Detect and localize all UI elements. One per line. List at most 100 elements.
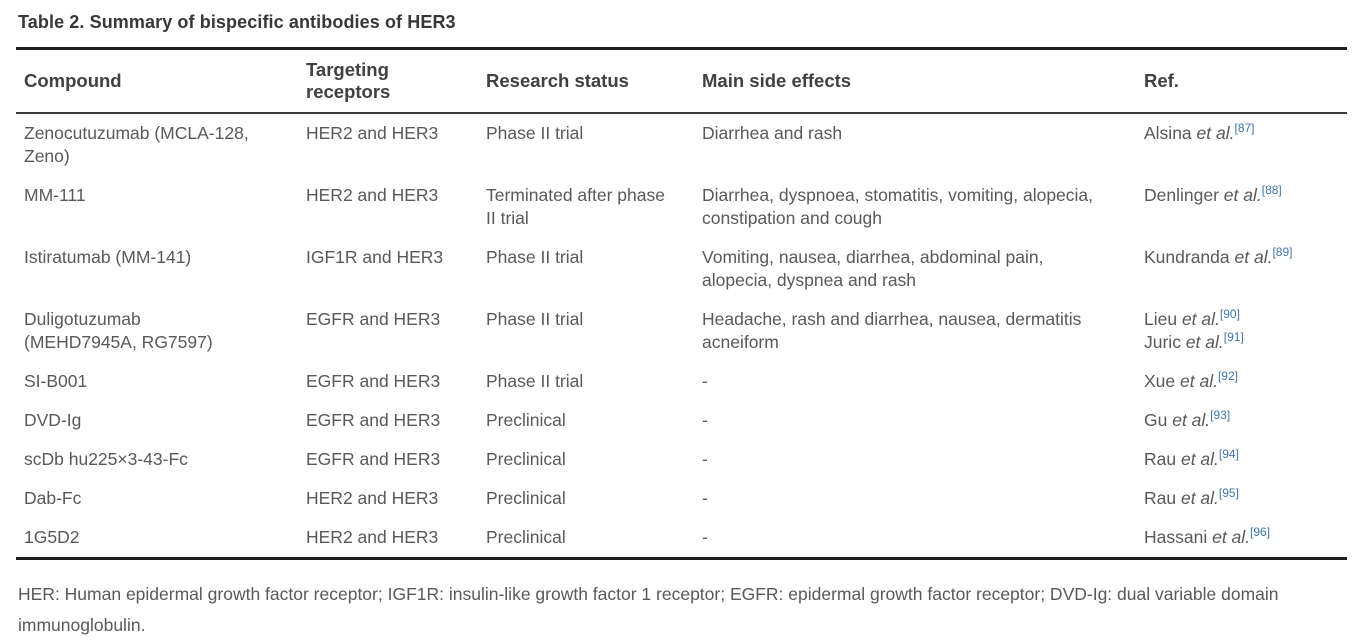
table-row: Duligotuzumab (MEHD7945A, RG7597) EGFR an… bbox=[16, 300, 1347, 362]
ref-author: Gu bbox=[1144, 410, 1173, 430]
cell-main-side-effects: Headache, rash and diarrhea, nausea, der… bbox=[702, 309, 1082, 352]
cell-main-side-effects: - bbox=[702, 410, 708, 430]
reference: Alsina et al.[87] bbox=[1144, 122, 1343, 145]
reference: Denlinger et al.[88] bbox=[1144, 184, 1343, 207]
cell-ref: Gu et al.[93] bbox=[1144, 401, 1347, 440]
cell-targeting-receptors: EGFR and HER3 bbox=[306, 371, 441, 391]
citation-link[interactable]: [94] bbox=[1218, 447, 1239, 462]
cell-research-status: Terminated after phase II trial bbox=[486, 185, 665, 228]
ref-author: Juric bbox=[1144, 332, 1186, 352]
col-header-main-side-effects: Main side effects bbox=[702, 48, 1144, 114]
citation-link[interactable]: [91] bbox=[1223, 330, 1244, 345]
cell-ref: Kundranda et al.[89] bbox=[1144, 238, 1347, 300]
ref-author: Hassani bbox=[1144, 527, 1213, 547]
cell-targeting-receptors: HER2 and HER3 bbox=[306, 123, 439, 143]
reference: Gu et al.[93] bbox=[1144, 409, 1343, 432]
cell-targeting-receptors: HER2 and HER3 bbox=[306, 185, 439, 205]
cell-research-status: Preclinical bbox=[486, 527, 566, 547]
header-row: Compound Targeting receptors Research st… bbox=[16, 48, 1347, 114]
reference: Juric et al.[91] bbox=[1144, 331, 1343, 354]
col-header-research-status: Research status bbox=[486, 48, 702, 114]
citation-link[interactable]: [88] bbox=[1261, 183, 1282, 198]
cell-compound: MM-111 bbox=[24, 185, 86, 205]
cell-research-status: Preclinical bbox=[486, 449, 566, 469]
cell-compound: Istiratumab (MM-141) bbox=[24, 247, 192, 267]
ref-etal: et al. bbox=[1185, 332, 1224, 352]
ref-etal: et al. bbox=[1180, 371, 1218, 391]
cell-compound: scDb hu225×3-43-Fc bbox=[24, 449, 188, 469]
reference: Rau et al.[95] bbox=[1144, 487, 1343, 510]
cell-main-side-effects: - bbox=[702, 371, 708, 391]
cell-main-side-effects: Vomiting, nausea, diarrhea, abdominal pa… bbox=[702, 247, 1044, 290]
citation-link[interactable]: [90] bbox=[1219, 307, 1240, 322]
reference: Lieu et al.[90] bbox=[1144, 308, 1343, 331]
cell-ref: Denlinger et al.[88] bbox=[1144, 176, 1347, 238]
cell-research-status: Phase II trial bbox=[486, 309, 584, 329]
cell-compound: DVD-Ig bbox=[24, 410, 82, 430]
table-row: MM-111 HER2 and HER3 Terminated after phas… bbox=[16, 176, 1347, 238]
cell-targeting-receptors: EGFR and HER3 bbox=[306, 449, 441, 469]
citation-link[interactable]: [87] bbox=[1234, 121, 1255, 136]
citation-link[interactable]: [93] bbox=[1210, 408, 1231, 423]
ref-etal: et al. bbox=[1181, 309, 1220, 329]
col-header-ref: Ref. bbox=[1144, 48, 1347, 114]
cell-targeting-receptors: HER2 and HER3 bbox=[306, 527, 439, 547]
table-row: 1G5D2 HER2 and HER3 Preclinical - Hassani et… bbox=[16, 518, 1347, 559]
cell-ref: Rau et al.[95] bbox=[1144, 479, 1347, 518]
citation-link[interactable]: [95] bbox=[1218, 486, 1239, 501]
cell-research-status: Preclinical bbox=[486, 488, 566, 508]
ref-author: Rau bbox=[1144, 449, 1181, 469]
cell-ref: Rau et al.[94] bbox=[1144, 440, 1347, 479]
cell-compound: 1G5D2 bbox=[24, 527, 80, 547]
table-row: Istiratumab (MM-141) IGF1R and HER3 Phase … bbox=[16, 238, 1347, 300]
cell-main-side-effects: Diarrhea, dyspnoea, stomatitis, vomiting… bbox=[702, 185, 1094, 228]
ref-etal: et al. bbox=[1223, 185, 1262, 205]
ref-author: Xue bbox=[1144, 371, 1180, 391]
cell-research-status: Phase II trial bbox=[486, 371, 584, 391]
cell-main-side-effects: - bbox=[702, 488, 708, 508]
col-header-targeting-receptors: Targeting receptors bbox=[306, 48, 486, 114]
cell-research-status: Phase II trial bbox=[486, 247, 584, 267]
cell-main-side-effects: - bbox=[702, 527, 708, 547]
col-header-compound: Compound bbox=[16, 48, 306, 114]
cell-compound: Duligotuzumab (MEHD7945A, RG7597) bbox=[24, 309, 213, 352]
ref-author: Rau bbox=[1144, 488, 1181, 508]
cell-main-side-effects: Diarrhea and rash bbox=[702, 123, 843, 143]
ref-author: Lieu bbox=[1144, 309, 1182, 329]
table-row: Zenocutuzumab (MCLA-128, Zeno) HER2 and H… bbox=[16, 113, 1347, 176]
ref-author: Alsina bbox=[1144, 123, 1197, 143]
ref-etal: et al. bbox=[1234, 247, 1273, 267]
table-row: Dab-Fc HER2 and HER3 Preclinical - Rau et al… bbox=[16, 479, 1347, 518]
cell-targeting-receptors: HER2 and HER3 bbox=[306, 488, 439, 508]
citation-link[interactable]: [89] bbox=[1272, 245, 1293, 260]
summary-table: Compound Targeting receptors Research st… bbox=[16, 47, 1347, 560]
cell-ref: Lieu et al.[90] Juric et al.[91] bbox=[1144, 300, 1347, 362]
cell-compound: Zenocutuzumab (MCLA-128, Zeno) bbox=[24, 123, 249, 166]
cell-compound: Dab-Fc bbox=[24, 488, 82, 508]
ref-author: Denlinger bbox=[1144, 185, 1224, 205]
citation-link[interactable]: [96] bbox=[1250, 525, 1271, 540]
cell-research-status: Phase II trial bbox=[486, 123, 584, 143]
cell-targeting-receptors: EGFR and HER3 bbox=[306, 309, 441, 329]
citation-link[interactable]: [92] bbox=[1217, 369, 1238, 384]
reference: Hassani et al.[96] bbox=[1144, 526, 1343, 549]
table-title: Table 2. Summary of bispecific antibodie… bbox=[18, 12, 456, 32]
cell-ref: Hassani et al.[96] bbox=[1144, 518, 1347, 559]
cell-compound: SI-B001 bbox=[24, 371, 88, 391]
cell-research-status: Preclinical bbox=[486, 410, 566, 430]
ref-etal: et al. bbox=[1172, 410, 1211, 430]
reference: Xue et al.[92] bbox=[1144, 370, 1343, 393]
ref-etal: et al. bbox=[1180, 449, 1219, 469]
table-footnote: HER: Human epidermal growth factor recep… bbox=[18, 584, 1279, 635]
reference: Rau et al.[94] bbox=[1144, 448, 1343, 471]
reference: Kundranda et al.[89] bbox=[1144, 246, 1343, 269]
table-row: DVD-Ig EGFR and HER3 Preclinical - Gu et al.… bbox=[16, 401, 1347, 440]
cell-ref: Xue et al.[92] bbox=[1144, 362, 1347, 401]
table-row: SI-B001 EGFR and HER3 Phase II trial - Xue e… bbox=[16, 362, 1347, 401]
ref-etal: et al. bbox=[1180, 488, 1219, 508]
table-row: scDb hu225×3-43-Fc EGFR and HER3 Preclinic… bbox=[16, 440, 1347, 479]
ref-etal: et al. bbox=[1196, 123, 1235, 143]
ref-author: Kundranda bbox=[1144, 247, 1235, 267]
cell-ref: Alsina et al.[87] bbox=[1144, 113, 1347, 176]
cell-targeting-receptors: EGFR and HER3 bbox=[306, 410, 441, 430]
